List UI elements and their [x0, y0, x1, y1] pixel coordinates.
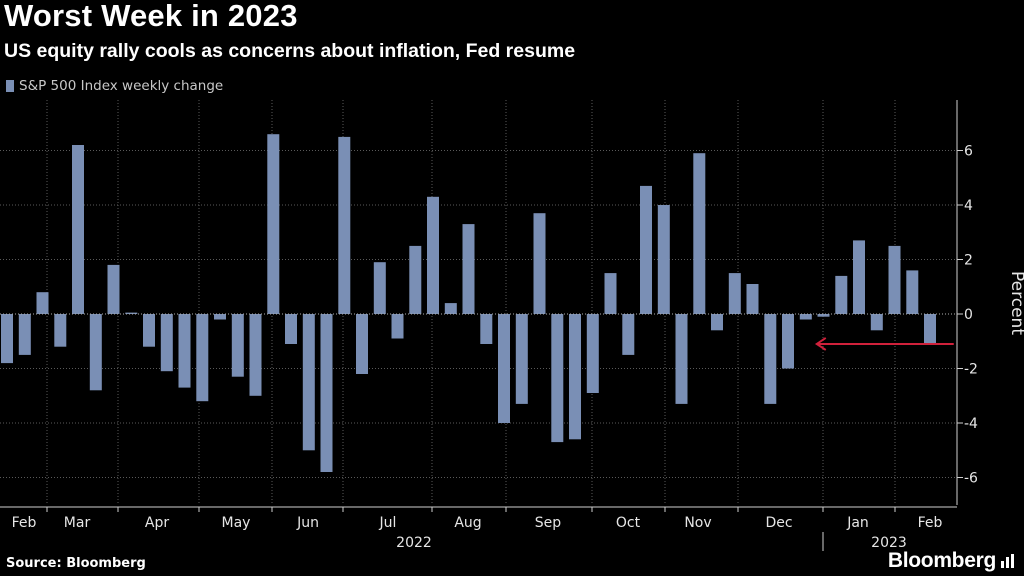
bar	[267, 134, 280, 314]
bar	[924, 314, 936, 344]
x-month-label: Jun	[296, 515, 319, 531]
bar	[214, 314, 226, 320]
bar	[231, 314, 244, 377]
bar	[444, 303, 457, 314]
chart-title: Worst Week in 2023	[4, 0, 298, 33]
bar	[498, 314, 510, 423]
bar	[285, 314, 297, 344]
bar	[764, 314, 777, 404]
bar	[782, 314, 794, 369]
bar	[409, 245, 422, 314]
bar	[125, 312, 138, 314]
bar	[675, 314, 688, 404]
bar	[302, 314, 315, 451]
bar	[196, 314, 209, 402]
bar	[480, 314, 493, 344]
x-month-label: Feb	[12, 515, 37, 531]
legend-label: S&P 500 Index weekly change	[19, 78, 224, 94]
bar	[551, 314, 564, 443]
bar	[1, 314, 13, 364]
bar	[89, 314, 102, 391]
source-note: Source: Bloomberg	[6, 556, 146, 571]
bar	[54, 314, 67, 347]
bar	[160, 314, 173, 372]
x-month-label: Aug	[454, 515, 481, 531]
bar	[178, 314, 191, 388]
bloomberg-logo: Bloomberg	[887, 549, 996, 572]
y-tick-label: -4	[964, 416, 978, 432]
bar	[728, 273, 741, 314]
bar	[906, 270, 919, 314]
bar	[746, 284, 759, 314]
bar	[533, 213, 546, 314]
bar	[711, 314, 723, 331]
chart-subtitle: US equity rally cools as concerns about …	[4, 40, 576, 62]
x-month-label: Apr	[145, 515, 169, 531]
bar	[427, 196, 439, 314]
y-axis-label: Percent	[1007, 271, 1024, 335]
y-tick-label: -6	[964, 471, 978, 487]
bar	[799, 314, 812, 320]
bar	[569, 314, 581, 440]
x-year-label: 2023	[871, 535, 907, 551]
x-month-label: Sep	[535, 515, 562, 531]
bar	[604, 273, 617, 314]
bar	[249, 314, 262, 396]
bar	[18, 314, 31, 355]
y-tick-label: -2	[964, 362, 978, 378]
bar	[143, 314, 155, 347]
bar	[356, 314, 368, 374]
x-month-label: Feb	[918, 515, 943, 531]
bar	[870, 314, 883, 331]
y-tick-label: 4	[964, 198, 973, 214]
bar	[657, 205, 670, 314]
y-tick-label: 0	[964, 307, 973, 323]
x-month-label: May	[222, 515, 251, 531]
bar	[835, 275, 848, 314]
legend: S&P 500 Index weekly change	[6, 78, 223, 94]
bar	[622, 314, 635, 355]
y-tick-label: 2	[964, 253, 973, 269]
x-month-label: Nov	[684, 515, 711, 531]
bar	[888, 245, 901, 314]
bar	[36, 292, 49, 314]
bar	[586, 314, 599, 393]
bar	[107, 264, 120, 314]
bar	[853, 240, 865, 314]
bar	[462, 224, 475, 314]
x-month-label: Dec	[765, 515, 792, 531]
x-month-label: Jan	[846, 515, 869, 531]
x-year-label: 2022	[396, 535, 432, 551]
bar	[640, 185, 652, 314]
annotation-arrow-head	[814, 337, 827, 351]
bar	[72, 145, 84, 314]
legend-swatch	[6, 80, 14, 92]
bloomberg-logo-icon	[1001, 554, 1014, 568]
bar	[338, 136, 351, 314]
x-month-label: Oct	[616, 515, 641, 531]
bar	[515, 314, 528, 404]
y-tick-label: 6	[964, 144, 973, 160]
x-month-label: Jul	[379, 515, 397, 531]
bar	[320, 314, 333, 472]
bar	[693, 153, 706, 314]
bar	[817, 314, 830, 317]
x-month-label: Mar	[64, 515, 91, 531]
bar	[373, 262, 386, 314]
bar	[391, 314, 404, 339]
